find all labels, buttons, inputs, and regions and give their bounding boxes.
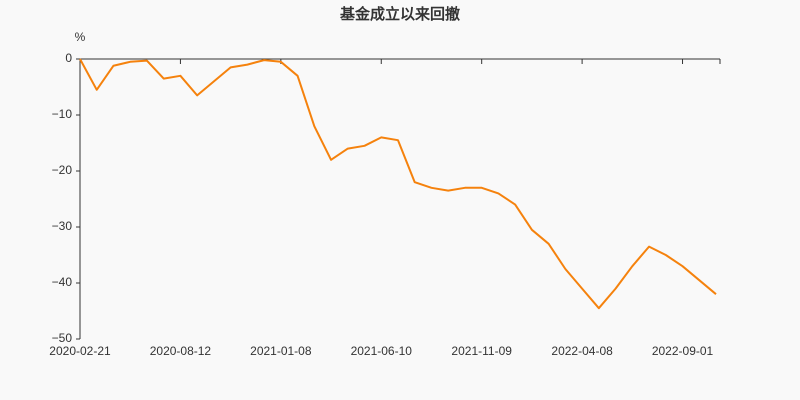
y-unit: % [75,30,86,44]
y-tick-label: −30 [52,219,73,233]
y-tick-label: 0 [65,51,72,65]
y-tick-label: −40 [52,275,73,289]
x-tick-label: 2022-09-01 [652,344,714,358]
x-tick-label: 2022-04-08 [551,344,613,358]
y-tick-label: −20 [52,163,73,177]
data-line [79,58,717,310]
x-tick-label: 2021-06-10 [351,344,413,358]
x-tick-label: 2020-02-21 [49,344,111,358]
x-tick-label: 2021-11-09 [451,344,512,358]
x-tick-label: 2020-08-12 [150,344,212,358]
y-tick-label: −50 [52,331,73,345]
chart-title: 基金成立以来回撤 [339,5,460,23]
y-tick-label: −10 [52,107,73,121]
x-tick-label: 2021-01-08 [250,344,312,358]
